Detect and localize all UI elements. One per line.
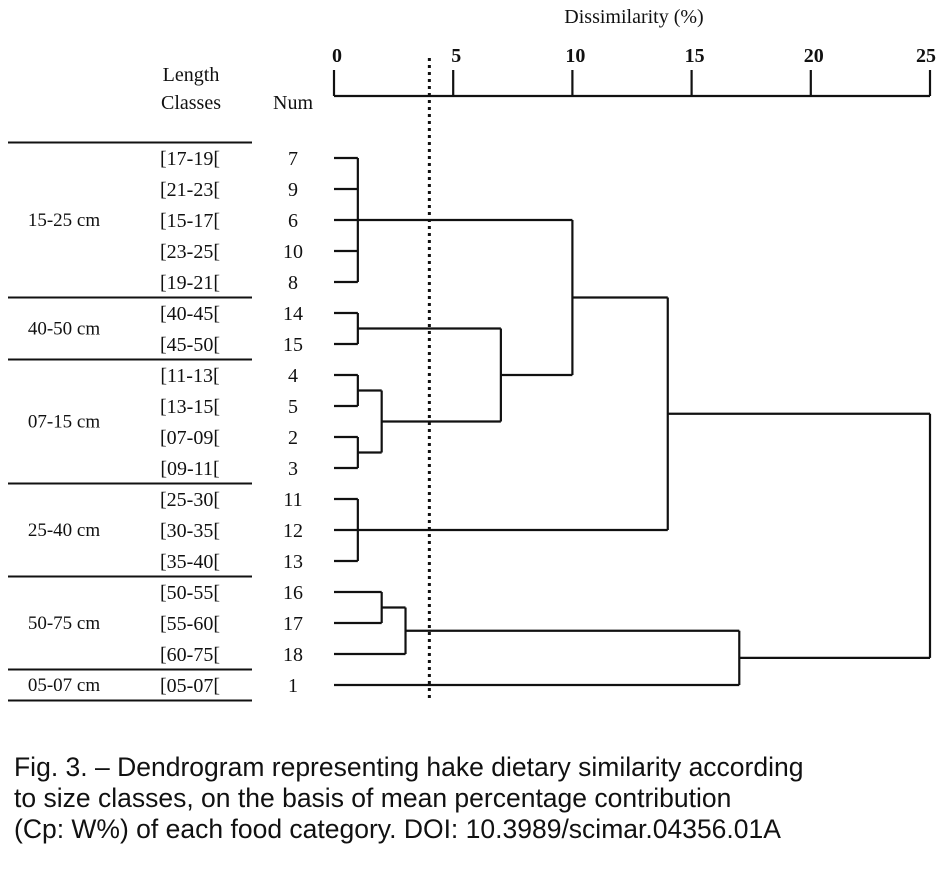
leaf-num-label: 6 [288,210,298,232]
leaf-class-label: [50-55[ [160,582,220,604]
leaf-num-label: 14 [283,303,303,325]
leaf-num-label: 15 [283,334,303,356]
axis-tick-label: 25 [916,45,936,67]
leaf-class-label: [07-09[ [160,427,220,449]
leaf-class-label: [23-25[ [160,241,220,263]
leaf-num-label: 16 [283,582,303,604]
leaf-class-label: [05-07[ [160,675,220,697]
leaf-num-label: 8 [288,272,298,294]
group-label: 25-40 cm [28,520,101,541]
leaf-num-label: 5 [288,396,298,418]
leaf-class-label: [19-21[ [160,272,220,294]
leaf-class-label: [60-75[ [160,644,220,666]
leaf-class-label: [17-19[ [160,148,220,170]
leaf-class-label: [55-60[ [160,613,220,635]
leaf-class-label: [45-50[ [160,334,220,356]
header-classes: Classes [161,92,221,114]
caption-line-1: Fig. 3. – Dendrogram representing hake d… [14,752,804,782]
axis-tick-label: 10 [565,45,585,67]
group-label: 07-15 cm [28,412,101,433]
group-label: 15-25 cm [28,210,101,231]
caption-line-2: to size classes, on the basis of mean pe… [14,783,732,813]
leaf-class-label: [40-45[ [160,303,220,325]
leaf-labels: [17-19[ 7 [21-23[ 9 [15-17[ 6 [23-25[ 10 [19-21[… [160,148,303,697]
leaf-num-label: 12 [283,520,303,542]
leaf-num-label: 11 [283,489,302,511]
leaf-num-label: 4 [288,365,298,387]
leaf-num-label: 1 [288,675,298,697]
leaf-num-label: 17 [283,613,303,635]
figure-caption: Fig. 3. – Dendrogram representing hake d… [14,752,934,845]
group-label: 40-50 cm [28,319,101,340]
group-label: 50-75 cm [28,613,101,634]
leaf-class-label: [21-23[ [160,179,220,201]
header-num: Num [273,92,313,114]
leaf-num-label: 18 [283,644,303,666]
dissimilarity-axis: 0 5 10 15 20 25 [332,45,936,98]
axis-tick-label: 0 [332,45,342,67]
length-groups: 15-25 cm 40-50 cm 07-15 cm 25-40 cm 50-75 cm… [8,141,252,702]
header-length: Length [163,64,220,86]
leaf-num-label: 3 [288,458,298,480]
leaf-class-label: [15-17[ [160,210,220,232]
dendrogram-figure: Dissimilarity (%) Length Classes Num 0 5 1… [8,6,936,702]
leaf-class-label: [13-15[ [160,396,220,418]
leaf-num-label: 13 [283,551,303,573]
axis-tick-label: 15 [685,45,705,67]
group-label: 05-07 cm [28,675,101,696]
leaf-class-label: [09-11[ [160,458,219,480]
leaf-num-label: 9 [288,179,298,201]
axis-title: Dissimilarity (%) [564,6,703,28]
dendrogram-tree [334,156,932,687]
leaf-num-label: 2 [288,427,298,449]
leaf-num-label: 7 [288,148,298,170]
leaf-class-label: [11-13[ [160,365,219,387]
axis-tick-label: 20 [804,45,824,67]
leaf-num-label: 10 [283,241,303,263]
leaf-class-label: [30-35[ [160,520,220,542]
axis-tick-label: 5 [451,45,461,67]
caption-line-3: (Cp: W%) of each food category. DOI: 10.… [14,814,781,844]
leaf-class-label: [35-40[ [160,551,220,573]
leaf-class-label: [25-30[ [160,489,220,511]
